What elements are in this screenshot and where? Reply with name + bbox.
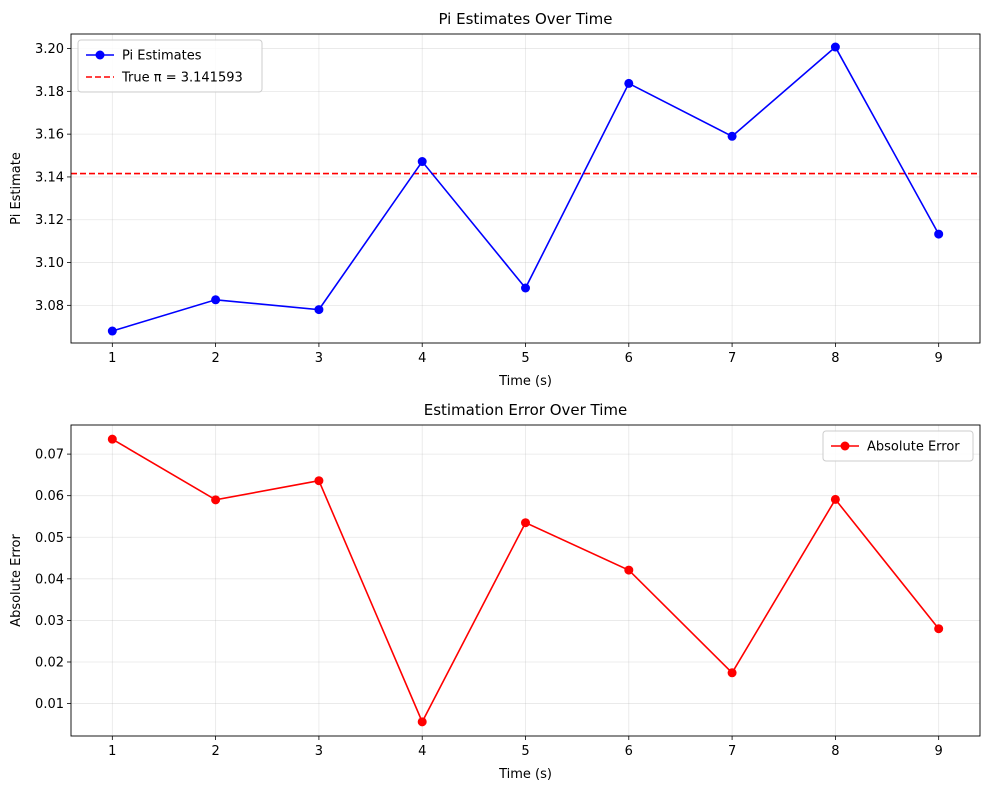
chart-estimation-error: 1 2 3 4 5 6 7 8 9 0.01 0.02 0.03 0.04 0.05 0.06 0.07 Est…: [9, 401, 981, 782]
chart-title: Pi Estimates Over Time: [438, 10, 612, 28]
y-tick-label: 3.18: [35, 85, 64, 100]
x-tick-label: 2: [211, 744, 219, 759]
y-tick-label: 0.01: [35, 697, 64, 712]
data-point: [211, 295, 221, 305]
x-tick-label: 5: [521, 744, 529, 759]
x-tick-label: 7: [728, 351, 736, 366]
x-tick-label: 5: [521, 351, 529, 366]
y-tick-label: 3.12: [35, 213, 64, 228]
x-tick-label: 9: [935, 351, 943, 366]
x-tick-label: 8: [831, 351, 839, 366]
chart-pi-estimates: 1 2 3 4 5 6 7 8 9 3.08 3.10 3.12 3.14 3.16 3.18 3.20 Pi …: [9, 10, 981, 389]
y-tick-label: 0.07: [35, 448, 64, 463]
legend: Pi Estimates True π = 3.141593: [77, 39, 263, 93]
y-tick-label: 3.20: [35, 42, 64, 57]
x-tick-label: 6: [625, 744, 633, 759]
data-point: [934, 229, 944, 239]
data-point: [934, 624, 944, 634]
data-point: [624, 78, 634, 88]
chart-title: Estimation Error Over Time: [424, 401, 628, 419]
y-axis-label: Pi Estimate: [9, 152, 24, 225]
legend-marker: [840, 441, 850, 451]
y-tick-label: 0.03: [35, 614, 64, 629]
x-tick-label: 2: [211, 351, 219, 366]
data-point: [417, 157, 427, 167]
x-tick-label: 8: [831, 744, 839, 759]
y-tick-label: 0.04: [35, 572, 64, 587]
x-tick-label: 3: [315, 351, 323, 366]
data-point: [521, 518, 530, 528]
x-axis-label: Time (s): [498, 374, 552, 389]
legend: Absolute Error: [822, 430, 974, 462]
x-axis-label: Time (s): [498, 767, 552, 782]
data-point: [727, 131, 737, 141]
data-point: [314, 476, 324, 486]
y-tick-label: 3.08: [35, 299, 64, 314]
data-point: [521, 283, 530, 293]
x-tick-label: 4: [418, 744, 426, 759]
x-tick-label: 1: [108, 744, 116, 759]
x-tick-label: 4: [418, 351, 426, 366]
y-tick-label: 3.14: [35, 170, 64, 185]
y-tick-label: 3.10: [35, 256, 64, 271]
legend-box: [77, 39, 263, 93]
legend-label: True π = 3.141593: [121, 71, 243, 86]
y-tick-label: 3.16: [35, 128, 64, 143]
legend-label: Pi Estimates: [122, 49, 202, 64]
y-tick-label: 0.05: [35, 531, 64, 546]
data-point: [314, 305, 324, 315]
x-tick-label: 7: [728, 744, 736, 759]
plot-frame: [70, 424, 981, 737]
data-point: [624, 565, 634, 575]
x-tick-label: 3: [315, 744, 323, 759]
data-point: [107, 326, 117, 336]
legend-label: Absolute Error: [867, 440, 960, 455]
legend-marker: [95, 50, 105, 60]
legend-box: [822, 430, 974, 462]
data-point: [107, 434, 117, 444]
x-tick-label: 1: [108, 351, 116, 366]
x-tick-label: 9: [935, 744, 943, 759]
data-point: [727, 668, 737, 678]
x-tick-label: 6: [625, 351, 633, 366]
y-tick-label: 0.06: [35, 489, 64, 504]
y-tick-label: 0.02: [35, 655, 64, 670]
data-point: [830, 42, 840, 52]
data-point: [417, 717, 427, 727]
data-point: [211, 495, 221, 505]
data-point: [830, 494, 840, 504]
plot-frame: [70, 33, 981, 344]
y-axis-label: Absolute Error: [9, 534, 24, 627]
